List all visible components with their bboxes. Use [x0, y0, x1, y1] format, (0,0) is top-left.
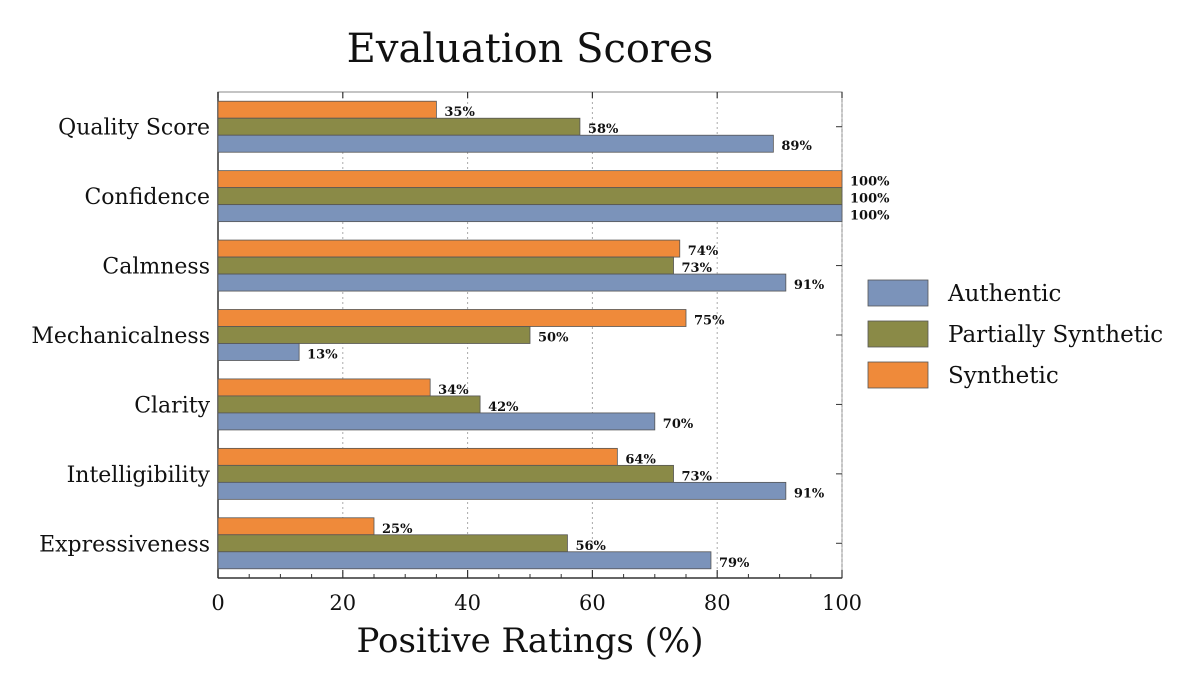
bar-synthetic — [217, 309, 687, 327]
data-label: 34% — [438, 383, 469, 398]
legend-entry: Authentic — [947, 281, 1061, 307]
data-label: 42% — [488, 400, 519, 415]
data-label: 13% — [307, 348, 338, 363]
legend: Authentic Partially Synthetic Synthetic — [867, 279, 1163, 389]
data-label: 100% — [850, 175, 890, 190]
data-label: 74% — [688, 244, 719, 259]
bar-synthetic — [217, 170, 843, 189]
bar-partially-synthetic — [217, 534, 568, 553]
legend-swatch — [867, 361, 929, 389]
bar-authentic — [217, 273, 787, 292]
chart-title: Evaluation Scores — [347, 26, 714, 72]
plot-area: 0 20 40 60 80 100 Quality Score 35% 58% 89% Confid… — [31, 91, 890, 615]
data-label: 100% — [850, 192, 890, 207]
bar-authentic — [217, 412, 656, 431]
data-label: 100% — [850, 209, 890, 224]
x-tick-label: 40 — [454, 591, 481, 615]
bar-synthetic — [217, 378, 431, 397]
category-label: Confidence — [84, 185, 210, 210]
data-label: 64% — [625, 452, 656, 467]
x-tick-label: 0 — [211, 591, 224, 615]
bar-partially-synthetic — [217, 326, 531, 344]
legend-swatch — [867, 320, 929, 348]
bar-partially-synthetic — [217, 464, 674, 483]
category-label: Clarity — [134, 393, 210, 418]
data-label: 73% — [682, 469, 713, 484]
x-tick-label: 60 — [579, 591, 606, 615]
bar-synthetic — [217, 447, 618, 466]
data-label: 58% — [588, 122, 619, 137]
bar-partially-synthetic — [217, 395, 481, 414]
bar-authentic — [217, 204, 843, 223]
data-label: 25% — [382, 522, 413, 537]
category-label: Quality Score — [58, 116, 210, 141]
data-label: 35% — [444, 105, 475, 120]
bar-partially-synthetic — [217, 187, 843, 206]
data-label: 91% — [794, 278, 825, 293]
bar-authentic — [217, 134, 774, 153]
data-label: 89% — [781, 139, 812, 154]
x-tick-label: 100 — [822, 591, 862, 615]
category-label: Intelligibility — [67, 463, 211, 488]
data-label: 70% — [663, 417, 694, 432]
bar-synthetic — [217, 100, 437, 119]
bar-synthetic — [217, 239, 681, 258]
bar-authentic — [217, 343, 300, 361]
x-axis-label: Positive Ratings (%) — [357, 621, 704, 661]
legend-entry: Partially Synthetic — [948, 322, 1163, 348]
data-label: 91% — [794, 486, 825, 501]
data-label: 79% — [719, 556, 750, 571]
data-label: 75% — [694, 314, 725, 329]
bar-partially-synthetic — [217, 256, 674, 275]
data-label: 73% — [682, 261, 713, 276]
bar-partially-synthetic — [217, 117, 581, 136]
category-label: Calmness — [102, 255, 210, 280]
legend-swatch — [867, 279, 929, 307]
bar-authentic — [217, 481, 787, 500]
x-tick-label: 80 — [704, 591, 731, 615]
category-label: Expressiveness — [39, 532, 210, 557]
bar-authentic — [217, 551, 712, 570]
x-tick-label: 20 — [329, 591, 356, 615]
bar-synthetic — [217, 517, 375, 536]
category-label: Mechanicalness — [31, 324, 210, 349]
legend-entry: Synthetic — [948, 363, 1059, 389]
data-label: 56% — [575, 539, 606, 554]
data-label: 50% — [538, 331, 569, 346]
